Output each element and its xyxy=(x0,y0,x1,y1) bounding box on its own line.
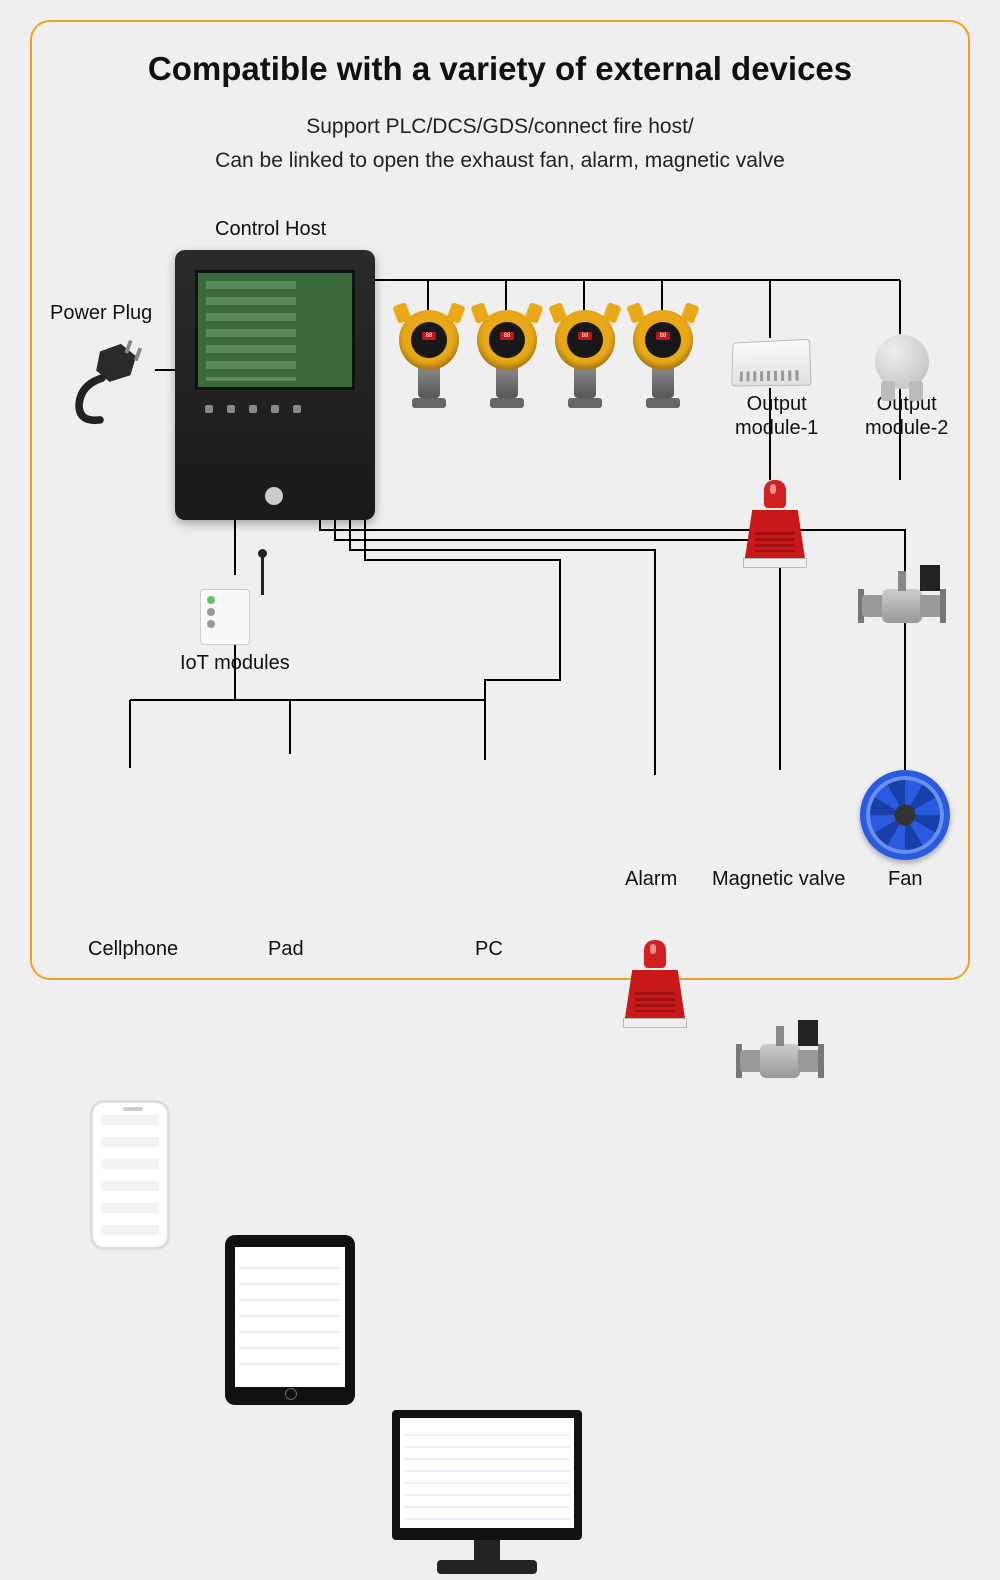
upper-valve xyxy=(862,565,942,645)
label-cellphone: Cellphone xyxy=(88,938,178,961)
output-module-1 xyxy=(730,340,810,386)
alarm-device xyxy=(620,940,690,1025)
label-iot-modules: IoT modules xyxy=(180,652,290,675)
fan-device xyxy=(860,770,950,860)
page-title: Compatible with a variety of external de… xyxy=(0,50,1000,88)
gas-detector-4: 88 xyxy=(628,310,698,410)
cellphone-device xyxy=(90,1100,170,1250)
label-fan: Fan xyxy=(888,868,922,891)
gas-detector-3: 88 xyxy=(550,310,620,410)
gas-detector-2: 88 xyxy=(472,310,542,410)
label-power-plug: Power Plug xyxy=(50,302,152,325)
upper-alarm xyxy=(740,480,810,565)
gas-detector-1: 88 xyxy=(394,310,464,410)
pad-device xyxy=(225,1235,355,1405)
label-magnetic-valve: Magnetic valve xyxy=(712,868,845,891)
label-alarm: Alarm xyxy=(625,868,677,891)
magnetic-valve-device xyxy=(740,1020,820,1100)
label-pad: Pad xyxy=(268,938,304,961)
label-output-2: Output module-2 xyxy=(865,392,948,440)
page-subtitle: Support PLC/DCS/GDS/connect fire host/ C… xyxy=(0,110,1000,177)
output-module-2 xyxy=(875,335,929,389)
subtitle-line-2: Can be linked to open the exhaust fan, a… xyxy=(215,149,785,172)
label-output-1: Output module-1 xyxy=(735,392,818,440)
subtitle-line-1: Support PLC/DCS/GDS/connect fire host/ xyxy=(306,115,694,138)
power-plug-device xyxy=(62,330,157,430)
pc-device xyxy=(392,1410,582,1580)
iot-module xyxy=(200,575,270,645)
host-screen xyxy=(195,270,355,390)
label-control-host: Control Host xyxy=(215,218,326,241)
label-pc: PC xyxy=(475,938,503,961)
control-host-device xyxy=(175,250,375,520)
host-indicator xyxy=(265,487,283,505)
host-buttons xyxy=(205,405,301,413)
